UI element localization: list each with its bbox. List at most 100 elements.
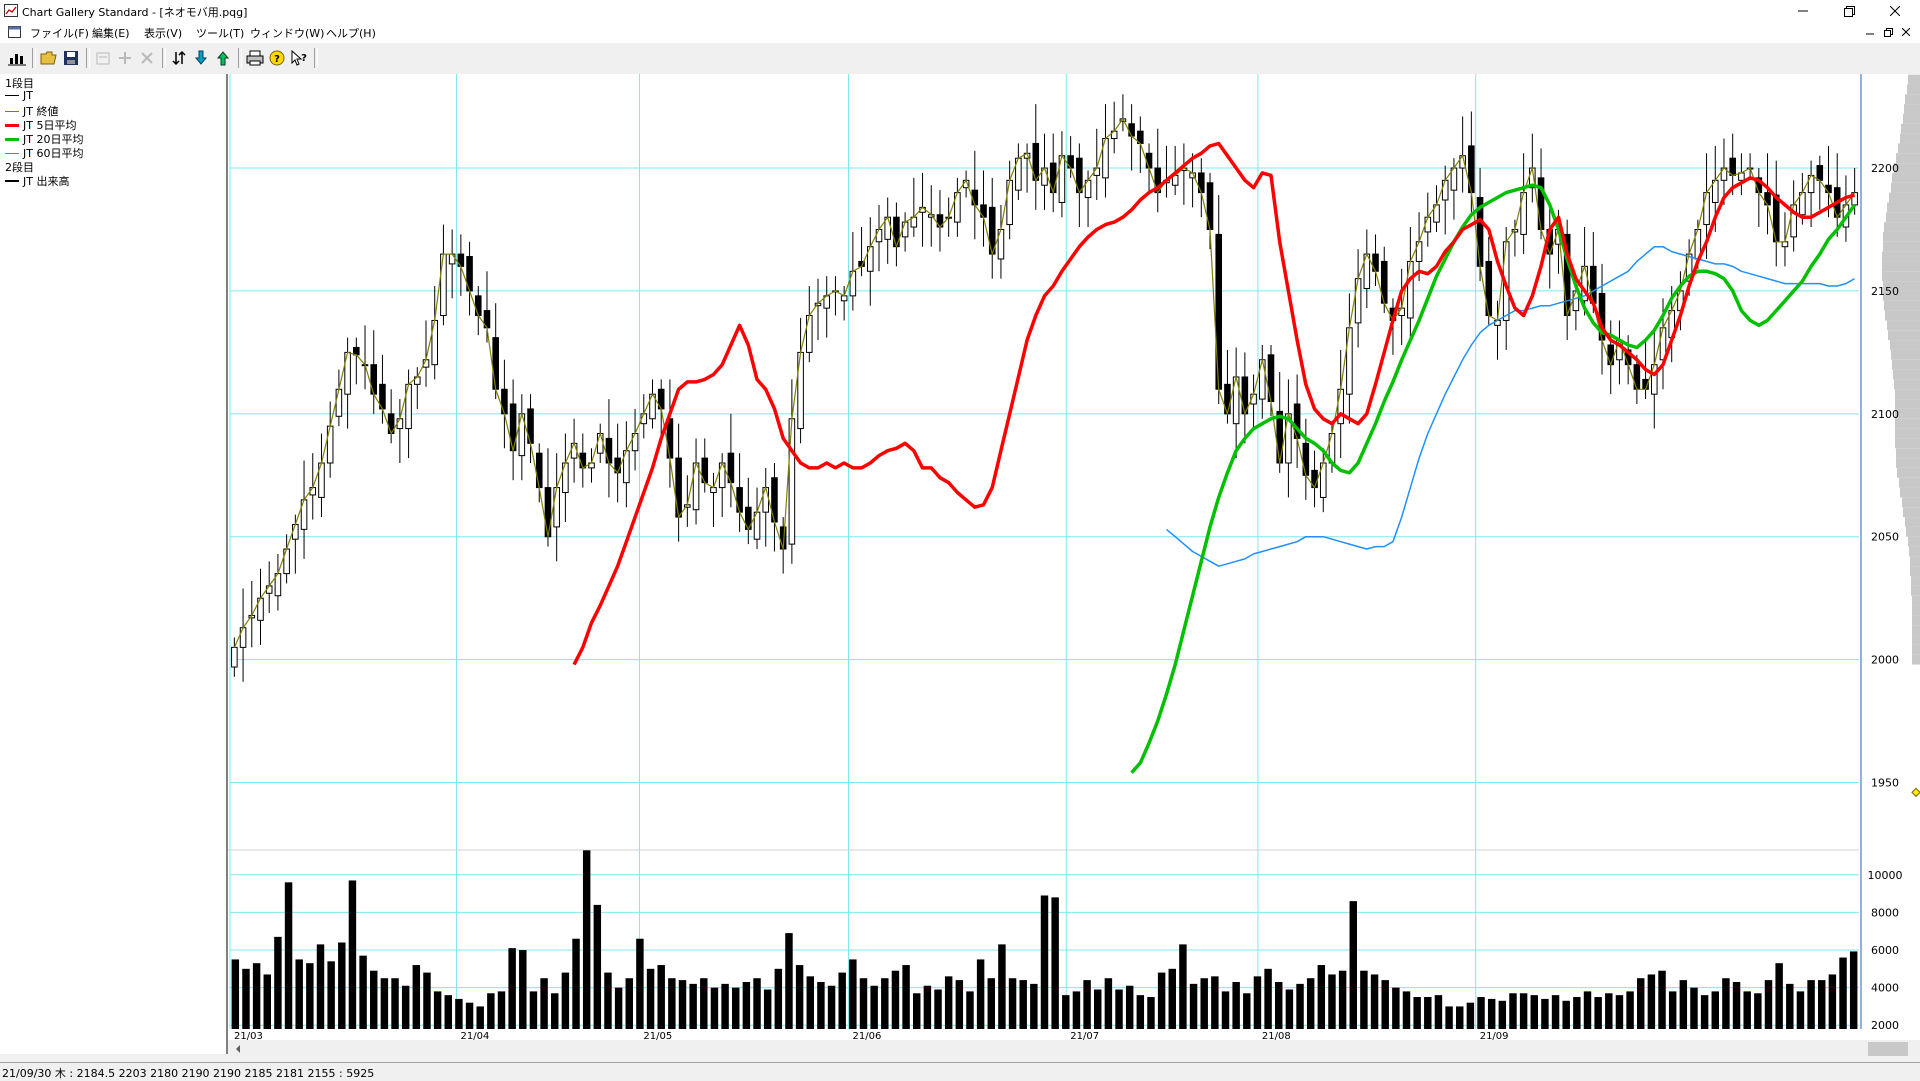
- volume-bar: [934, 989, 942, 1029]
- volume-bar: [1519, 993, 1528, 1029]
- volume-profile-bar: [1895, 399, 1920, 409]
- candle-body: [596, 433, 604, 454]
- open-button[interactable]: [38, 47, 60, 69]
- legend-item-ma20[interactable]: JT 20日平均: [5, 131, 83, 147]
- volume-bar: [263, 974, 271, 1029]
- menu-edit[interactable]: 編集(E): [92, 27, 130, 40]
- menu-bar: ファイル(F) 編集(E) 表示(V) ツール(T) ウィンドウ(W) ヘルプ(…: [0, 22, 1920, 42]
- volume-bar: [891, 970, 900, 1029]
- volume-bar: [1019, 980, 1027, 1029]
- volume-bar: [1125, 985, 1134, 1029]
- volume-bar: [604, 972, 612, 1029]
- volume-bar: [774, 968, 783, 1029]
- volume-bar: [689, 983, 697, 1029]
- volume-profile-bar: [1888, 330, 1920, 341]
- menu-file[interactable]: ファイル(F): [30, 27, 89, 40]
- candle-body: [579, 452, 587, 469]
- menu-help[interactable]: ヘルプ(H): [326, 27, 376, 40]
- volume-profile-bar: [1912, 615, 1920, 626]
- volume-bar: [338, 942, 346, 1029]
- horizontal-scrollbar[interactable]: [228, 1040, 1920, 1058]
- help-button[interactable]: ?: [266, 47, 288, 69]
- volume-profile-bar: [1906, 526, 1920, 537]
- volume-bar: [582, 850, 591, 1029]
- context-help-button[interactable]: ?: [288, 47, 310, 69]
- volume-bar: [433, 991, 442, 1029]
- legend-item-volume[interactable]: JT 出来高: [5, 173, 69, 189]
- minimize-button[interactable]: [1780, 0, 1826, 22]
- menu-view[interactable]: 表示(V): [144, 27, 183, 40]
- volume-bar: [455, 998, 463, 1029]
- volume-bar: [1807, 980, 1815, 1029]
- volume-profile-bar: [1897, 467, 1920, 478]
- new-chart-button[interactable]: [6, 47, 28, 69]
- toolbar-separator: [314, 48, 318, 68]
- volume-profile-bar: [1910, 556, 1920, 567]
- price-tick-label: 2150: [1871, 285, 1899, 298]
- legend-item-jt[interactable]: JT: [5, 89, 33, 102]
- volume-bar: [966, 991, 974, 1029]
- save-button[interactable]: [60, 47, 82, 69]
- x-tick-label: 21/03: [234, 1031, 263, 1040]
- volume-bar: [1072, 991, 1081, 1029]
- volume-bar: [742, 981, 751, 1029]
- volume-profile-bar: [1892, 172, 1920, 183]
- download-button[interactable]: [190, 47, 212, 69]
- volume-profile-bar: [1896, 458, 1920, 468]
- print-button[interactable]: [244, 47, 266, 69]
- candle-body: [440, 253, 447, 317]
- volume-profile-bar: [1896, 448, 1920, 459]
- legend-item-ma5[interactable]: JT 5日平均: [5, 117, 76, 133]
- restore-button[interactable]: [1826, 0, 1872, 22]
- stock-chart[interactable]: 1950 2000 2050 2100 2150 2200 2000 4000 6000 8000…: [228, 74, 1920, 1042]
- volume-bar: [795, 965, 804, 1029]
- price-tick-label: 1950: [1871, 777, 1899, 790]
- volume-profile-bar: [1908, 536, 1920, 547]
- volume-bar: [785, 933, 793, 1029]
- volume-bar: [1328, 974, 1336, 1029]
- volume-bar: [1189, 983, 1198, 1029]
- close-button[interactable]: [1872, 0, 1918, 22]
- volume-bar: [1083, 980, 1091, 1029]
- volume-bar: [444, 995, 452, 1029]
- menu-tools[interactable]: ツール(T): [196, 27, 245, 40]
- delete-button[interactable]: [136, 47, 158, 69]
- candle-body: [849, 270, 857, 297]
- menu-window[interactable]: ウィンドウ(W): [250, 27, 325, 40]
- legend-item-close[interactable]: JT 終値: [5, 103, 58, 119]
- volume-bar: [572, 938, 580, 1029]
- toolbar-separator: [86, 48, 90, 68]
- chart-area[interactable]: 1950 2000 2050 2100 2150 2200 2000 4000 6000 8000…: [228, 74, 1920, 1054]
- legend-section-2: 2段目: [5, 161, 34, 174]
- mdi-restore-button[interactable]: [1880, 25, 1896, 39]
- candle-body: [710, 487, 717, 493]
- mdi-minimize-button[interactable]: [1862, 25, 1878, 39]
- properties-button[interactable]: [92, 47, 114, 69]
- properties-icon: [96, 52, 110, 65]
- volume-bar: [902, 965, 910, 1029]
- document-icon[interactable]: [8, 26, 21, 38]
- candle-body: [239, 627, 247, 648]
- legend-item-ma60[interactable]: JT 60日平均: [5, 145, 83, 161]
- volume-bar: [1732, 981, 1741, 1029]
- upload-button[interactable]: [212, 47, 234, 69]
- volume-tick-label: 10000: [1868, 869, 1903, 882]
- volume-bar: [1008, 978, 1017, 1029]
- volume-bar: [1243, 993, 1251, 1029]
- chart-icon: [8, 54, 26, 66]
- legend-line: [5, 110, 19, 112]
- price-tick-label: 2000: [1871, 654, 1899, 667]
- candle-body: [1729, 157, 1736, 176]
- candle-body: [736, 487, 743, 513]
- volume-profile-bar: [1912, 635, 1920, 645]
- volume-bar: [401, 985, 410, 1029]
- volume-bar: [646, 968, 655, 1029]
- volume-bar: [987, 978, 995, 1029]
- volume-bar: [1754, 993, 1762, 1029]
- sort-button[interactable]: [168, 47, 190, 69]
- volume-bar: [1211, 976, 1219, 1029]
- volume-profile-bar: [1895, 438, 1920, 449]
- candle-body: [1215, 233, 1223, 390]
- mdi-close-button[interactable]: [1898, 25, 1914, 39]
- add-button[interactable]: [114, 47, 136, 69]
